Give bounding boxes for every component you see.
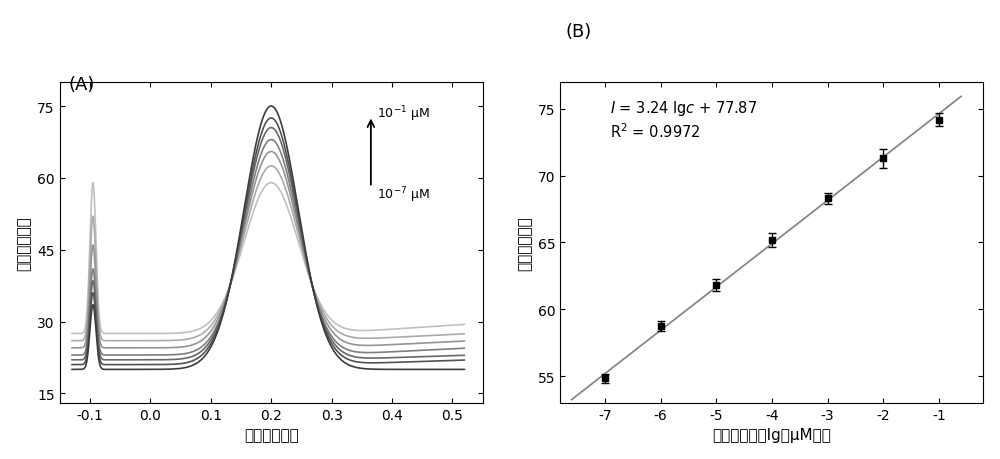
Y-axis label: 电流（微安）: 电流（微安） (17, 216, 32, 270)
X-axis label: 电压（伏特）: 电压（伏特） (244, 427, 299, 442)
Text: $10^{-1}$ μM: $10^{-1}$ μM (377, 104, 430, 124)
X-axis label: 浓度的对数（lg（μM））: 浓度的对数（lg（μM）） (712, 427, 831, 442)
Text: (A): (A) (69, 76, 95, 94)
Text: R$^2$ = 0.9972: R$^2$ = 0.9972 (610, 122, 701, 140)
Text: $\mathit{I}$ = 3.24 lg$\mathit{c}$ + 77.87: $\mathit{I}$ = 3.24 lg$\mathit{c}$ + 77.… (610, 99, 758, 118)
Text: (B): (B) (566, 23, 592, 41)
Y-axis label: 电流（微安）: 电流（微安） (517, 216, 532, 270)
Text: $10^{-7}$ μM: $10^{-7}$ μM (377, 185, 430, 205)
